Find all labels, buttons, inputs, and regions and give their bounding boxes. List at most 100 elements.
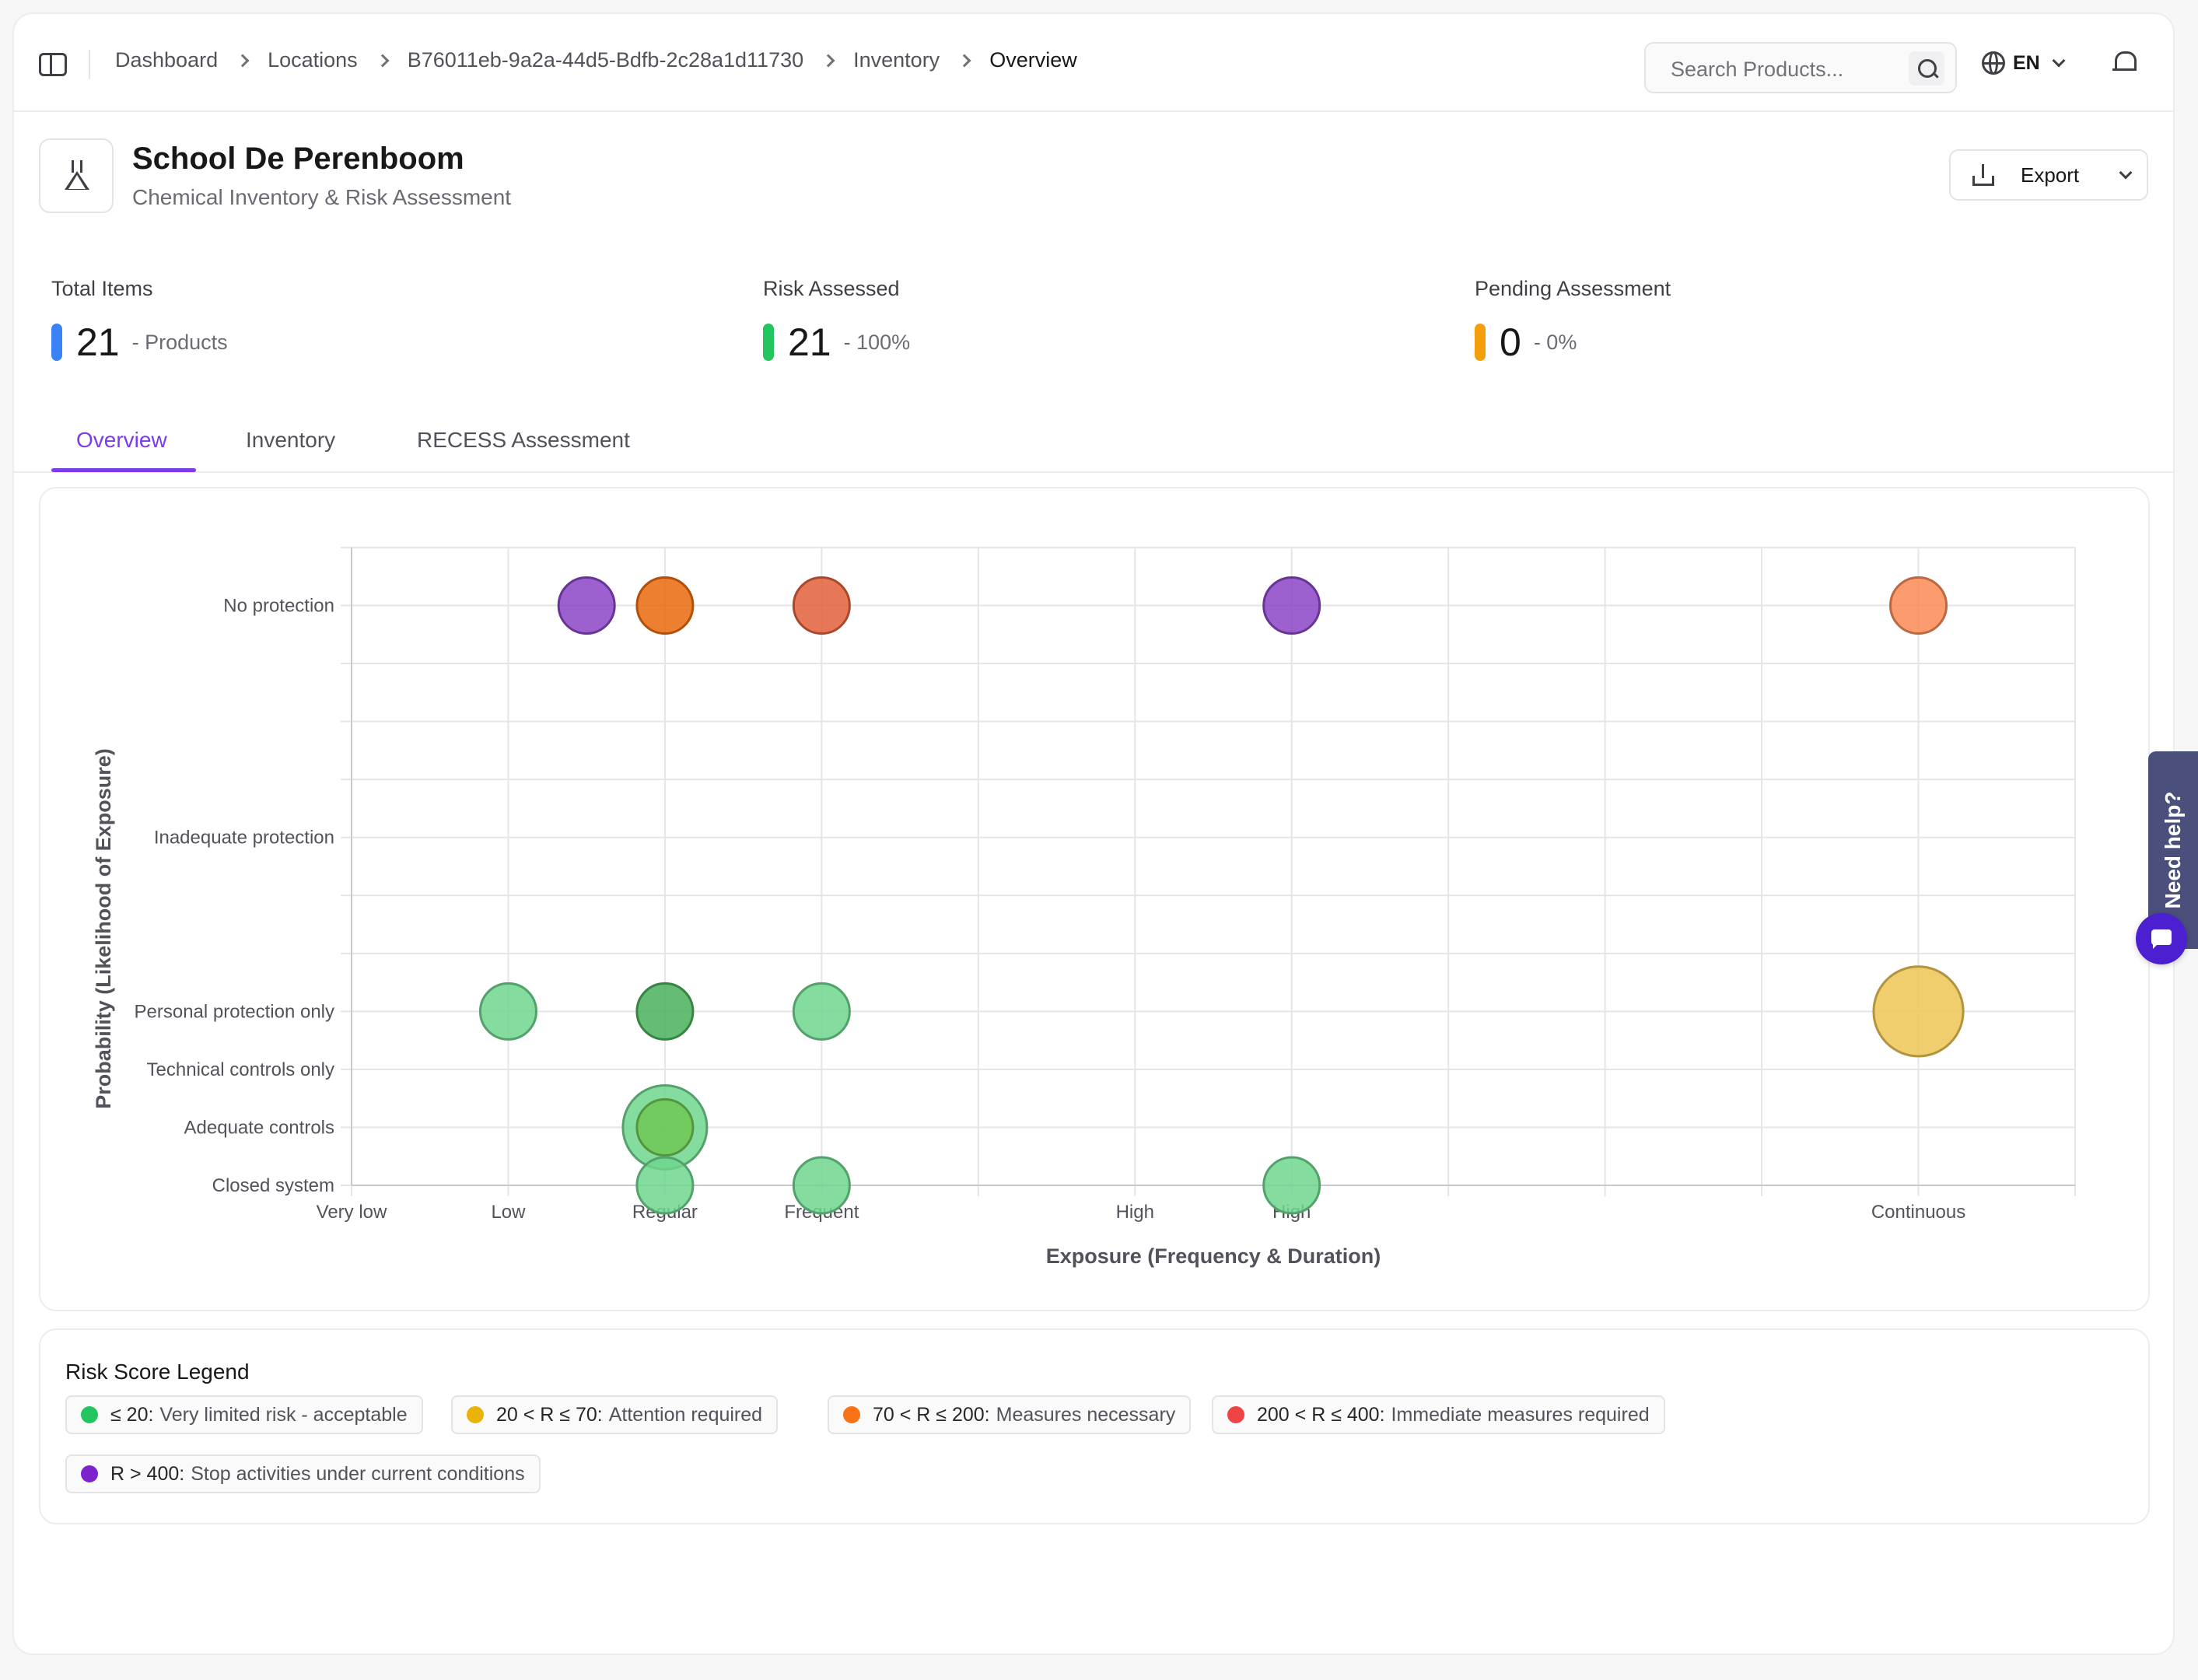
stat-value: 21 <box>76 320 120 364</box>
data-point <box>792 1156 851 1215</box>
breadcrumb-locations[interactable]: Locations <box>268 48 358 72</box>
breadcrumb-inventory[interactable]: Inventory <box>853 48 940 72</box>
page-logo <box>39 138 114 213</box>
stat-label: Total Items <box>51 277 153 300</box>
chevron-down-icon <box>2119 166 2133 180</box>
stat-label: Risk Assessed <box>763 277 900 300</box>
y-tick-label: Adequate controls <box>184 1117 334 1138</box>
bell-icon[interactable] <box>2112 51 2137 75</box>
legend-dot <box>81 1465 98 1482</box>
stat-note: - 0% <box>1533 330 1577 354</box>
search-placeholder: Search Products... <box>1671 58 1844 81</box>
stat-label: Pending Assessment <box>1475 277 1671 300</box>
tab-bar: Overview Inventory RECESS Assessment <box>14 411 2173 473</box>
divider <box>89 50 90 79</box>
export-label: Export <box>2021 163 2080 187</box>
breadcrumb-dashboard[interactable]: Dashboard <box>115 48 219 72</box>
legend-range: 200 < R ≤ 400: <box>1257 1403 1385 1426</box>
data-point <box>1262 1156 1321 1215</box>
language-selector[interactable]: EN <box>1982 51 2066 75</box>
flask-icon <box>65 160 89 191</box>
legend-range: R > 400: <box>110 1462 185 1485</box>
breadcrumb-location-id[interactable]: B76011eb-9a2a-44d5-Bdfb-2c28a1d11730 <box>407 48 804 72</box>
legend-dot <box>843 1406 860 1423</box>
legend-text: Attention required <box>608 1403 763 1426</box>
chevron-right-icon <box>821 54 835 67</box>
x-axis-title: Exposure (Frequency & Duration) <box>1046 1244 1381 1268</box>
y-axis-title: Probability (Likelihood of Exposure) <box>92 748 115 1109</box>
search-input[interactable]: Search Products... <box>1644 42 1957 93</box>
legend-text: Measures necessary <box>996 1403 1176 1426</box>
x-tick-label: Low <box>491 1202 526 1223</box>
risk-matrix-chart: Very lowLowRegularFrequentHighHighContin… <box>39 487 2150 1311</box>
stat-value: 0 <box>1500 320 1521 364</box>
y-tick-label: No protection <box>223 596 334 617</box>
legend-dot <box>467 1406 484 1423</box>
chevron-down-icon <box>2052 54 2066 68</box>
x-tick-label: High <box>1116 1202 1154 1223</box>
breadcrumb-overview: Overview <box>989 48 1077 72</box>
data-point <box>1262 576 1321 635</box>
stat-note: - 100% <box>843 330 911 354</box>
app-window: Dashboard Locations B76011eb-9a2a-44d5-B… <box>12 12 2175 1655</box>
tab-overview[interactable]: Overview <box>76 428 167 452</box>
chevron-right-icon <box>376 54 390 67</box>
y-tick-label: Technical controls only <box>147 1059 334 1080</box>
data-point <box>635 576 695 635</box>
risk-legend: Risk Score Legend ≤ 20: Very limited ris… <box>39 1328 2150 1524</box>
legend-item-stop: R > 400: Stop activities under current c… <box>65 1454 541 1493</box>
globe-icon <box>1982 51 2005 75</box>
legend-item-very-limited: ≤ 20: Very limited risk - acceptable <box>65 1395 423 1434</box>
data-point <box>557 576 616 635</box>
active-tab-indicator <box>51 468 196 472</box>
download-icon <box>1972 164 1994 186</box>
stat-pending-assessment: Pending Assessment 0 - 0% <box>1475 277 1671 365</box>
chat-icon[interactable] <box>2136 913 2187 964</box>
x-tick-label: Very low <box>317 1202 387 1223</box>
legend-range: 70 < R ≤ 200: <box>873 1403 990 1426</box>
language-label: EN <box>2013 51 2040 74</box>
legend-text: Stop activities under current conditions <box>191 1462 525 1485</box>
stat-value: 21 <box>788 320 831 364</box>
y-tick-label: Closed system <box>212 1175 334 1196</box>
legend-text: Very limited risk - acceptable <box>159 1403 408 1426</box>
x-tick-label: Continuous <box>1871 1202 1965 1223</box>
chevron-right-icon <box>957 54 971 67</box>
tab-inventory[interactable]: Inventory <box>246 428 336 452</box>
page-subtitle: Chemical Inventory & Risk Assessment <box>132 185 512 209</box>
chart-svg: Very lowLowRegularFrequentHighHighContin… <box>92 547 2076 1268</box>
data-point <box>1889 576 1948 635</box>
stat-total-items: Total Items 21 - Products <box>51 277 228 365</box>
legend-item-immediate: 200 < R ≤ 400: Immediate measures requir… <box>1212 1395 1665 1434</box>
stat-risk-assessed: Risk Assessed 21 - 100% <box>763 277 910 365</box>
top-bar: Dashboard Locations B76011eb-9a2a-44d5-B… <box>14 14 2173 112</box>
legend-dot <box>81 1406 98 1423</box>
chevron-right-icon <box>236 54 250 67</box>
data-point <box>635 982 695 1041</box>
legend-title: Risk Score Legend <box>65 1360 250 1384</box>
legend-item-measures: 70 < R ≤ 200: Measures necessary <box>828 1395 1192 1434</box>
export-button[interactable]: Export <box>1949 149 2148 201</box>
sidebar-toggle-icon[interactable] <box>39 53 67 76</box>
tab-recess-assessment[interactable]: RECESS Assessment <box>417 428 630 452</box>
stat-note: - Products <box>131 330 228 354</box>
data-point <box>792 982 851 1041</box>
legend-dot <box>1227 1406 1244 1423</box>
data-point <box>635 1156 695 1215</box>
stat-color-bar <box>763 324 774 361</box>
legend-range: ≤ 20: <box>110 1403 154 1426</box>
y-tick-label: Personal protection only <box>135 1001 334 1022</box>
legend-item-attention: 20 < R ≤ 70: Attention required <box>451 1395 779 1434</box>
data-point <box>478 982 537 1041</box>
legend-range: 20 < R ≤ 70: <box>496 1403 603 1426</box>
search-icon[interactable] <box>1909 51 1944 86</box>
data-point <box>1872 965 1965 1058</box>
data-point <box>635 1097 695 1157</box>
stat-color-bar <box>1475 324 1486 361</box>
page-title: School De Perenboom <box>132 142 464 176</box>
stat-color-bar <box>51 324 62 361</box>
need-help-label: Need help? <box>2161 791 2185 909</box>
breadcrumb: Dashboard Locations B76011eb-9a2a-44d5-B… <box>115 48 1077 72</box>
data-point <box>792 576 851 635</box>
y-tick-label: Inadequate protection <box>154 828 334 849</box>
